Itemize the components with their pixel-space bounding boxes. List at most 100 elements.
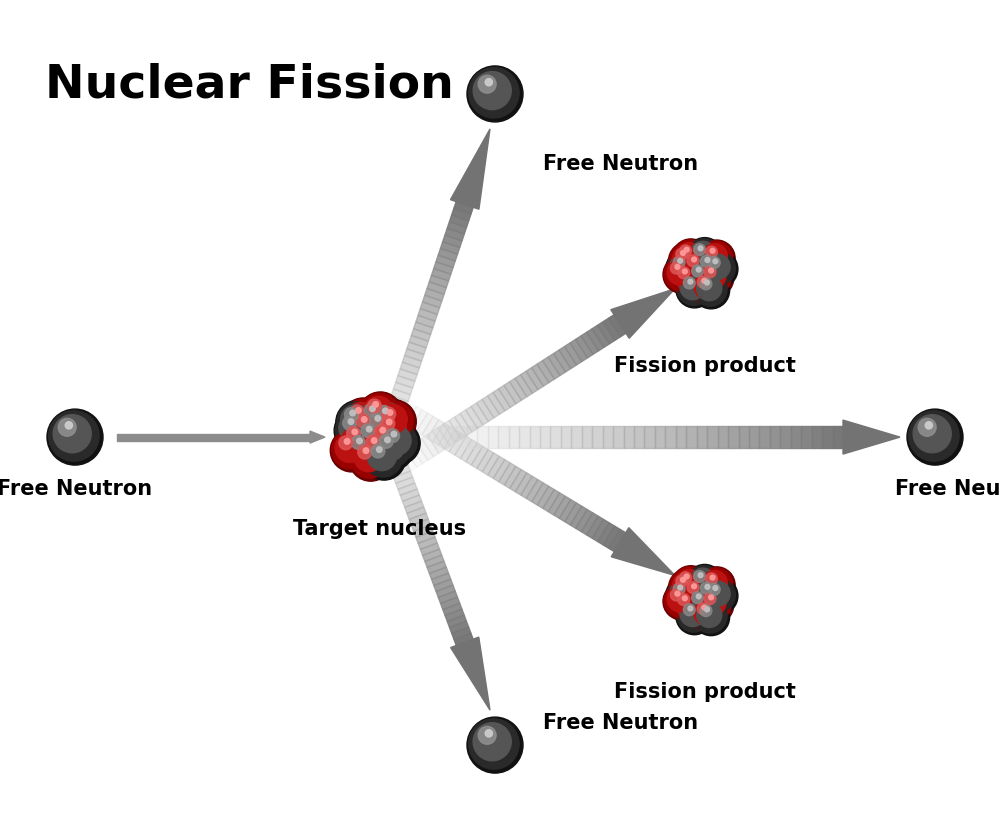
Polygon shape: [471, 403, 488, 425]
Polygon shape: [411, 442, 428, 464]
Polygon shape: [570, 339, 587, 361]
Circle shape: [467, 66, 523, 122]
Polygon shape: [422, 417, 439, 439]
Polygon shape: [444, 430, 461, 452]
Polygon shape: [482, 453, 499, 475]
Text: Fission product: Fission product: [614, 355, 796, 376]
Circle shape: [373, 400, 416, 443]
Circle shape: [697, 260, 734, 297]
Circle shape: [386, 419, 392, 425]
Polygon shape: [414, 525, 433, 538]
Circle shape: [372, 429, 411, 467]
Circle shape: [378, 423, 417, 462]
Circle shape: [377, 422, 420, 465]
Polygon shape: [389, 459, 408, 471]
Polygon shape: [697, 426, 707, 448]
Polygon shape: [443, 235, 462, 248]
Circle shape: [693, 576, 730, 613]
Circle shape: [357, 438, 362, 444]
Circle shape: [375, 416, 381, 422]
Circle shape: [343, 428, 386, 471]
Circle shape: [693, 599, 730, 636]
Circle shape: [366, 410, 395, 440]
Polygon shape: [454, 633, 473, 645]
Circle shape: [913, 415, 951, 453]
Circle shape: [702, 570, 727, 596]
Circle shape: [684, 574, 689, 579]
Circle shape: [359, 392, 402, 435]
Polygon shape: [371, 411, 390, 423]
Polygon shape: [427, 282, 446, 294]
Circle shape: [691, 598, 724, 632]
Polygon shape: [510, 378, 527, 400]
Circle shape: [690, 568, 715, 593]
Circle shape: [704, 592, 716, 605]
Circle shape: [362, 407, 401, 446]
Circle shape: [698, 240, 735, 277]
Circle shape: [681, 251, 685, 256]
Circle shape: [360, 400, 390, 430]
Polygon shape: [488, 456, 505, 479]
Circle shape: [676, 248, 688, 260]
Circle shape: [49, 411, 99, 461]
Circle shape: [344, 430, 383, 468]
Circle shape: [680, 575, 717, 613]
Polygon shape: [436, 255, 455, 267]
Circle shape: [359, 430, 397, 468]
Circle shape: [335, 433, 364, 462]
Circle shape: [373, 403, 403, 432]
Text: Free Neutron: Free Neutron: [543, 154, 698, 174]
Polygon shape: [450, 621, 469, 633]
Polygon shape: [581, 513, 598, 535]
Polygon shape: [770, 426, 780, 448]
Polygon shape: [559, 499, 576, 522]
Polygon shape: [801, 426, 812, 448]
Polygon shape: [467, 426, 477, 448]
Circle shape: [709, 595, 714, 600]
Polygon shape: [613, 426, 624, 448]
Polygon shape: [427, 431, 444, 453]
Circle shape: [673, 567, 707, 600]
Circle shape: [670, 254, 695, 279]
Circle shape: [684, 252, 709, 278]
Circle shape: [692, 257, 696, 262]
Circle shape: [361, 417, 367, 422]
Circle shape: [684, 586, 721, 623]
Polygon shape: [498, 426, 509, 448]
Polygon shape: [433, 423, 450, 445]
Circle shape: [371, 427, 414, 471]
Circle shape: [670, 570, 703, 604]
Polygon shape: [581, 333, 598, 355]
Polygon shape: [488, 426, 498, 448]
Circle shape: [364, 396, 393, 426]
Polygon shape: [429, 275, 449, 288]
Circle shape: [367, 441, 396, 471]
Circle shape: [670, 581, 695, 605]
Polygon shape: [446, 426, 456, 448]
Polygon shape: [407, 342, 426, 355]
Polygon shape: [436, 585, 455, 597]
Circle shape: [700, 256, 712, 267]
Circle shape: [698, 261, 731, 294]
Circle shape: [675, 592, 680, 596]
Circle shape: [338, 419, 381, 462]
Polygon shape: [400, 449, 417, 471]
Polygon shape: [587, 516, 604, 538]
Polygon shape: [443, 603, 462, 615]
Circle shape: [694, 577, 727, 610]
Polygon shape: [509, 426, 519, 448]
Polygon shape: [526, 480, 543, 502]
Circle shape: [667, 578, 700, 611]
Circle shape: [346, 402, 376, 431]
Polygon shape: [749, 426, 759, 448]
Polygon shape: [445, 228, 464, 241]
Polygon shape: [582, 426, 592, 448]
Circle shape: [332, 431, 370, 469]
Circle shape: [366, 417, 409, 461]
Circle shape: [371, 422, 400, 451]
Polygon shape: [477, 426, 488, 448]
Circle shape: [391, 431, 397, 437]
Circle shape: [687, 582, 699, 593]
Polygon shape: [521, 371, 538, 393]
Polygon shape: [456, 426, 467, 448]
